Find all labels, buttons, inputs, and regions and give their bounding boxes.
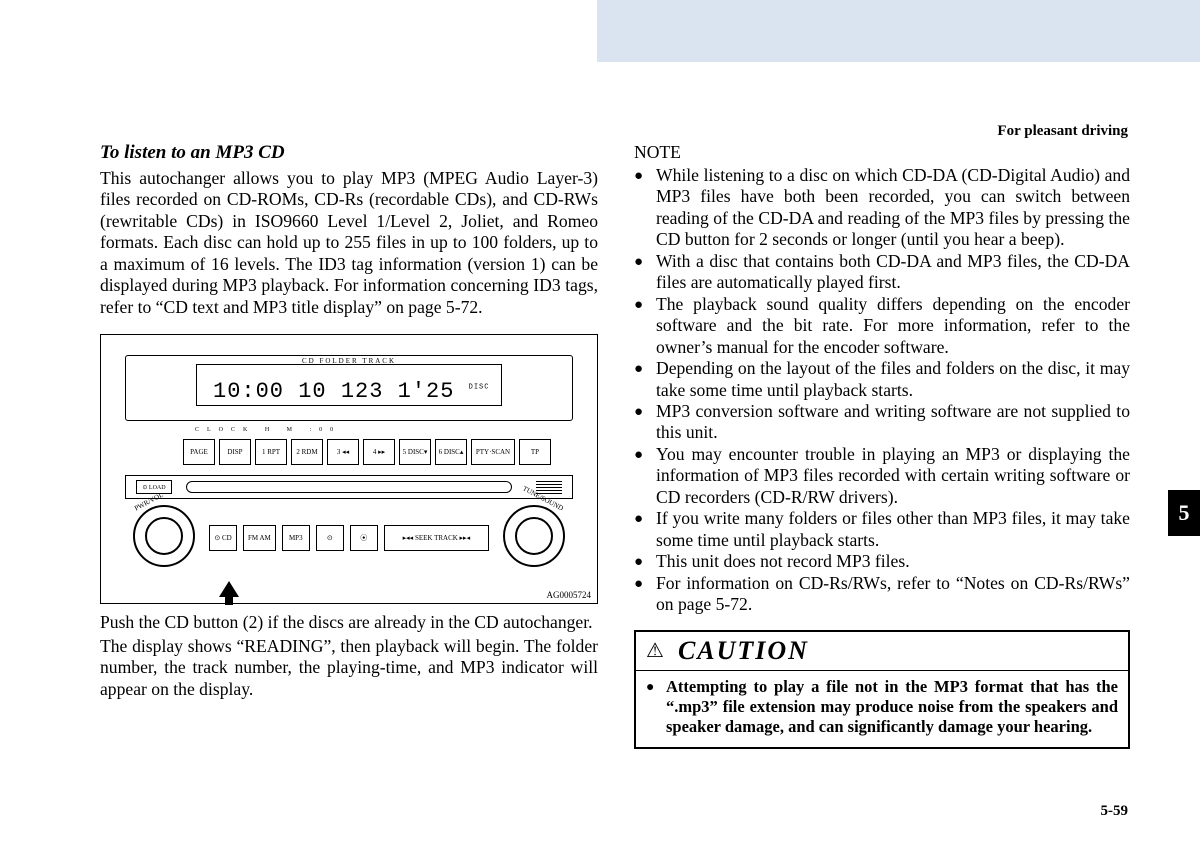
note-list: While listening to a disc on which CD-DA…	[634, 165, 1130, 616]
section-header: For pleasant driving	[997, 123, 1128, 140]
caution-label: CAUTION	[678, 636, 809, 666]
note-item: For information on CD-Rs/RWs, refer to “…	[656, 573, 1130, 616]
right-column: NOTE While listening to a disc on which …	[634, 142, 1130, 749]
mp3-button: MP3	[282, 525, 310, 551]
note-heading: NOTE	[634, 142, 1130, 163]
caution-text: Attempting to play a file not in the MP3…	[666, 677, 1118, 737]
note-item: This unit does not record MP3 files.	[656, 551, 1130, 572]
stereo-knob-panel: PWR/VOL TUNE/SOUND ⊙ CD FM AM MP3 ⊙ ⦿ ▸◂…	[125, 503, 573, 575]
pty-scan-button: PTY·SCAN	[471, 439, 515, 465]
stereo-figure: CD FOLDER TRACK 10:00 10 123 1'25 DISC C…	[100, 334, 598, 604]
volume-knob: PWR/VOL	[133, 505, 195, 567]
manual-page: For pleasant driving To listen to an MP3…	[0, 0, 1200, 856]
header-band	[597, 0, 1200, 62]
tune-knob: TUNE/SOUND	[503, 505, 565, 567]
pointer-arrow-icon	[219, 581, 239, 597]
load-button: ⊙ LOAD	[136, 480, 172, 494]
chapter-tab: 5	[1168, 490, 1200, 536]
after-figure-para-1: Push the CD button (2) if the discs are …	[100, 612, 598, 633]
after-figure-para-2: The display shows “READING”, then playba…	[100, 636, 598, 700]
preset-button-row: PAGE DISP 1 RPT 2 RDM 3 ◂◂ 4 ▸▸ 5 DISC▾ …	[183, 439, 551, 465]
note-item: If you write many folders or files other…	[656, 508, 1130, 551]
caution-body: Attempting to play a file not in the MP3…	[636, 671, 1128, 747]
page-number: 5-59	[1101, 803, 1129, 820]
cd-slot-panel: ⊙ LOAD	[125, 475, 573, 499]
note-item: MP3 conversion software and writing soft…	[656, 401, 1130, 444]
disc-up-button: 6 DISC▴	[435, 439, 467, 465]
note-item: With a disc that contains both CD-DA and…	[656, 251, 1130, 294]
clock-labels: CLOCK H M :00	[195, 427, 341, 433]
note-item: While listening to a disc on which CD-DA…	[656, 165, 1130, 251]
note-item: The playback sound quality differs depen…	[656, 294, 1130, 358]
caution-box: ⚠ CAUTION Attempting to play a file not …	[634, 630, 1130, 749]
lcd-headers: CD FOLDER TRACK	[197, 357, 501, 365]
stereo-display-panel: CD FOLDER TRACK 10:00 10 123 1'25 DISC	[125, 355, 573, 421]
ff-button: 4 ▸▸	[363, 439, 395, 465]
rpt-button: 1 RPT	[255, 439, 287, 465]
bottom-button-row: ⊙ CD FM AM MP3 ⊙ ⦿ ▸◂◂ SEEK TRACK ▸▸◂	[209, 525, 489, 551]
cd-button: ⊙ CD	[209, 525, 237, 551]
seek-button: ▸◂◂ SEEK TRACK ▸▸◂	[384, 525, 489, 551]
caution-header: ⚠ CAUTION	[636, 632, 1128, 671]
tp-button: TP	[519, 439, 551, 465]
stereo-button-panel: CLOCK H M :00 PAGE DISP 1 RPT 2 RDM 3 ◂◂…	[125, 427, 573, 471]
note-item: You may encounter trouble in playing an …	[656, 444, 1130, 508]
warning-triangle-icon: ⚠	[646, 638, 664, 663]
page-button: PAGE	[183, 439, 215, 465]
figure-id: AG0005724	[547, 590, 592, 600]
left-column: To listen to an MP3 CD This autochanger …	[100, 142, 598, 749]
eject-button: ⦿	[350, 525, 378, 551]
rdm-button: 2 RDM	[291, 439, 323, 465]
cd-slot	[186, 481, 512, 493]
lcd-screen: CD FOLDER TRACK 10:00 10 123 1'25 DISC	[196, 364, 502, 406]
rew-button: 3 ◂◂	[327, 439, 359, 465]
disc-down-button: 5 DISC▾	[399, 439, 431, 465]
section-title: To listen to an MP3 CD	[100, 142, 598, 164]
two-column-layout: To listen to an MP3 CD This autochanger …	[100, 142, 1130, 749]
intro-paragraph: This autochanger allows you to play MP3 …	[100, 168, 598, 318]
aux-button: ⊙	[316, 525, 344, 551]
note-item: Depending on the layout of the files and…	[656, 358, 1130, 401]
disp-button: DISP	[219, 439, 251, 465]
lcd-readout: 10:00 10 123 1'25 DISC	[213, 379, 489, 404]
fm-am-button: FM AM	[243, 525, 276, 551]
